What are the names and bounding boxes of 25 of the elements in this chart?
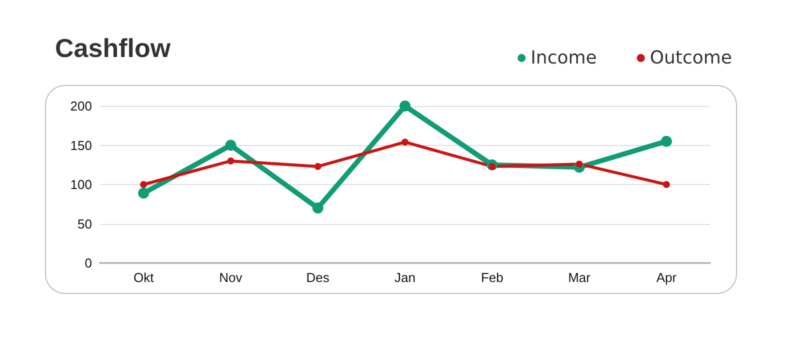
point (400, 100, 410, 112)
x-tick-label: Mar (568, 270, 592, 285)
x-tick-label: Feb (480, 270, 504, 285)
legend-label: Income (530, 48, 597, 68)
y-tick-label: 50 (78, 216, 92, 232)
x-tick-label: Des (306, 270, 330, 285)
x-tick-label: Okt (133, 270, 154, 285)
x-tick-label: Jan (394, 270, 416, 285)
point (312, 202, 324, 214)
y-tick-label: 200 (70, 98, 92, 114)
x-tick-label: Apr (656, 270, 678, 285)
point (660, 136, 672, 147)
y-tick-label: 150 (70, 138, 92, 153)
point (138, 188, 150, 199)
x-tick-label: Nov (219, 270, 243, 285)
point (225, 140, 236, 151)
chart-title: Cashflow (55, 33, 172, 63)
point (402, 138, 408, 146)
point (140, 181, 148, 188)
point (662, 181, 670, 188)
point (314, 162, 322, 170)
y-tick-label: 0 (84, 256, 92, 270)
y-tick-label: 100 (70, 177, 92, 192)
legend-label: Outcome (650, 48, 732, 68)
point (227, 157, 234, 164)
